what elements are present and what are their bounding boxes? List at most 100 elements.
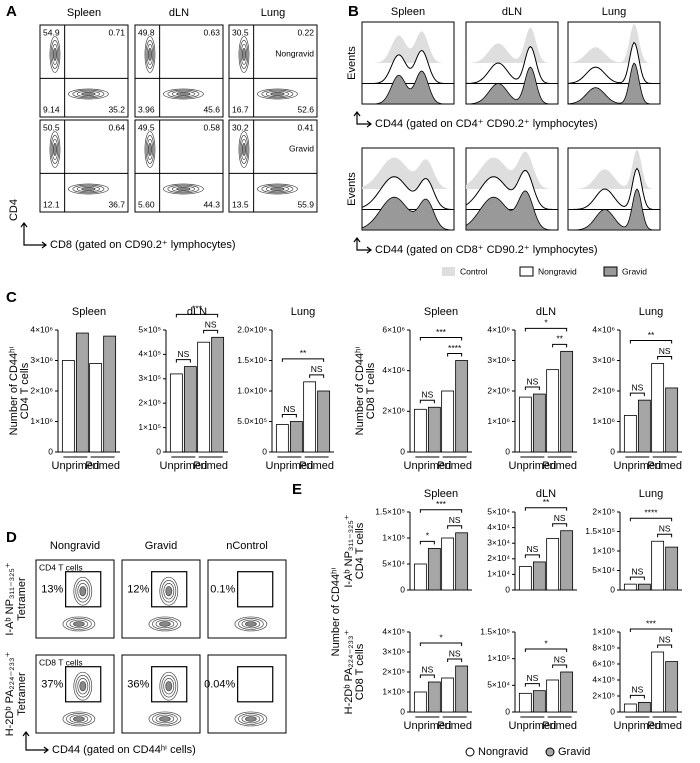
significance-label: **: [648, 330, 655, 340]
y-tick-label: 1×10⁵: [487, 653, 510, 663]
bar: [413, 691, 427, 713]
quadrant-percent: 54.9: [43, 27, 60, 37]
contour: [68, 183, 109, 195]
contour: [265, 185, 289, 193]
y-tick-label: 2×10⁶: [592, 385, 615, 395]
histogram-gravid: [465, 190, 559, 231]
contour: [144, 36, 156, 73]
tetramer-gate: [237, 571, 274, 608]
bar: [665, 546, 679, 591]
y-tick-label: 4×10⁵: [382, 626, 405, 636]
y-tick-label: 2.0×10⁶: [237, 324, 267, 334]
gate-percent: 36%: [127, 679, 149, 691]
panel-label: C: [6, 289, 17, 306]
bar: [455, 532, 469, 591]
y-axis-label: Events: [346, 172, 358, 206]
column-title: nControl: [226, 540, 268, 552]
bar: [61, 360, 75, 453]
y-tick-label: 3×10⁶: [592, 355, 615, 365]
chart-title: dLN: [187, 306, 207, 318]
y-tick-label: 1×10⁵: [138, 422, 161, 432]
y-tick-label: 8×10⁵: [592, 642, 615, 652]
contour: [245, 716, 257, 722]
contour: [159, 621, 171, 627]
contour: [261, 184, 294, 194]
contour: [62, 711, 96, 727]
row-label: Nongravid: [275, 49, 314, 59]
bar: [441, 677, 455, 713]
contour: [50, 135, 60, 164]
significance-bracket: [657, 356, 673, 360]
significance-bracket: [524, 507, 568, 511]
bar: [413, 563, 427, 591]
bar: [623, 583, 637, 591]
x-tick-label: Unprimed: [509, 720, 557, 732]
arrow-head: [353, 111, 372, 128]
contour: [73, 576, 93, 606]
bar: [455, 665, 469, 713]
y-tick-label: 0: [262, 446, 267, 456]
quadrant-percent: 3.96: [138, 104, 155, 114]
significance-bracket: [419, 399, 435, 404]
x-tick-label: Primed: [542, 720, 577, 732]
panel-label: E: [292, 481, 302, 498]
y-axis-label: H-2Dᵇ PA₂₂₄₋₂₃₃⁺: [4, 652, 16, 737]
y-tick-label: 5×10⁵: [138, 324, 161, 334]
significance-label: ****: [644, 508, 658, 518]
y-tick-label: 2×10⁴: [487, 553, 510, 563]
significance-bracket: [419, 674, 435, 678]
bar: [427, 681, 441, 713]
x-tick-label: Primed: [542, 460, 577, 472]
histogram-gravid: [465, 66, 559, 105]
bar: [89, 363, 103, 453]
significance-label: NS: [283, 404, 295, 414]
y-axis-label: Tetramer: [16, 672, 28, 716]
significance-label: NS: [205, 320, 217, 330]
y-tick-label: 0: [505, 584, 510, 594]
y-axis-label: CD4 T cells: [19, 362, 31, 419]
y-axis-label: Tetramer: [16, 577, 28, 621]
x-axis-label: CD44 (gated on CD4⁺ CD90.2⁺ lymphocytes): [375, 118, 598, 130]
significance-label: ***: [436, 499, 447, 509]
y-tick-label: 2×10⁵: [382, 666, 405, 676]
y-tick-label: 1.0×10⁶: [237, 385, 267, 395]
bar: [518, 566, 532, 591]
contour: [76, 185, 100, 193]
y-tick-label: 4×10⁵: [138, 349, 161, 359]
contour: [241, 714, 261, 724]
significance-label: ***: [192, 304, 203, 314]
bar: [303, 381, 317, 453]
panel-label: B: [348, 3, 359, 20]
bar: [637, 702, 651, 713]
contour: [176, 186, 191, 192]
significance-label: **: [300, 348, 307, 358]
contour: [165, 586, 173, 597]
contour: [49, 131, 61, 168]
contour: [76, 90, 100, 98]
significance-label: NS: [421, 390, 433, 400]
contour: [51, 139, 59, 160]
contour: [167, 184, 200, 194]
significance-bracket: [309, 374, 325, 378]
contour: [75, 579, 91, 603]
contour: [72, 184, 105, 194]
significance-bracket: [629, 340, 673, 344]
histogram-gravid: [567, 62, 660, 105]
legend-label: Nongravid: [538, 266, 577, 276]
y-tick-label: 5×10⁴: [487, 680, 510, 690]
y-tick-label: 3×10⁴: [487, 537, 510, 547]
significance-bracket: [552, 343, 568, 348]
significance-label: NS: [449, 648, 461, 658]
y-tick-label: 0: [505, 446, 510, 456]
contour: [241, 142, 247, 156]
bar: [651, 540, 665, 591]
contour: [69, 619, 89, 629]
significance-label: NS: [311, 364, 323, 374]
contour: [163, 88, 204, 100]
contour: [241, 47, 247, 61]
bar: [651, 651, 665, 713]
bar: [455, 360, 469, 453]
column-title: Gravid: [145, 540, 177, 552]
y-tick-label: 4×10⁶: [592, 324, 615, 334]
y-axis-label: CD4 T cells: [354, 522, 366, 579]
